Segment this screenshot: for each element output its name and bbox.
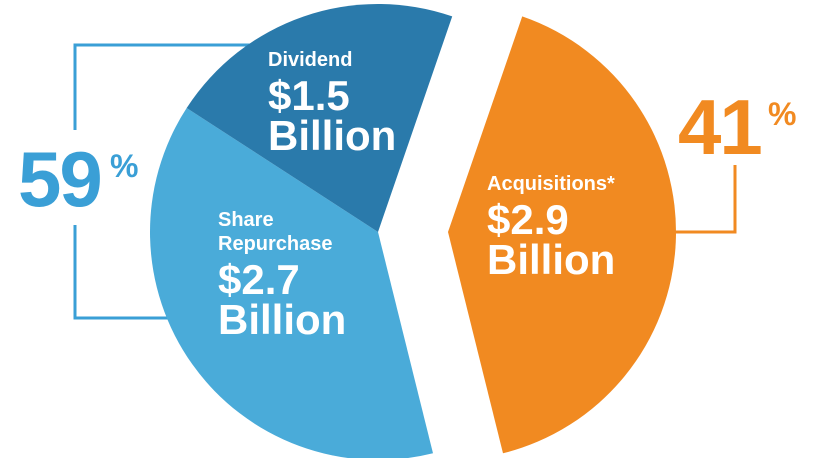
unit-label: Billion [268, 112, 397, 159]
percent-value: 41 [678, 83, 763, 171]
percent-sign: % [768, 96, 797, 132]
brackets [73, 43, 737, 320]
pie-slice [150, 108, 433, 458]
percent-sign: % [110, 148, 139, 184]
bracket [660, 165, 737, 234]
slice-label: Dividend $1.5 Billion [268, 48, 418, 159]
category-label: Dividend [268, 49, 353, 71]
unit-label: Billion [487, 236, 616, 283]
pie-slice [186, 3, 453, 232]
category-label: Acquisitions* [487, 173, 615, 195]
bracket [73, 43, 255, 130]
bracket [73, 225, 170, 320]
percent-value: 59 [18, 135, 103, 223]
value-label: $2.9 [487, 196, 569, 243]
slice-label: Share Repurchase $2.7 Billion [218, 208, 368, 343]
slice-label: Acquisitions* $2.9 Billion [487, 172, 637, 283]
category-label: Share Repurchase [218, 209, 333, 255]
value-label: $2.7 [218, 256, 300, 303]
value-label: $1.5 [268, 72, 350, 119]
unit-label: Billion [218, 296, 347, 343]
pie-slice [448, 16, 676, 454]
